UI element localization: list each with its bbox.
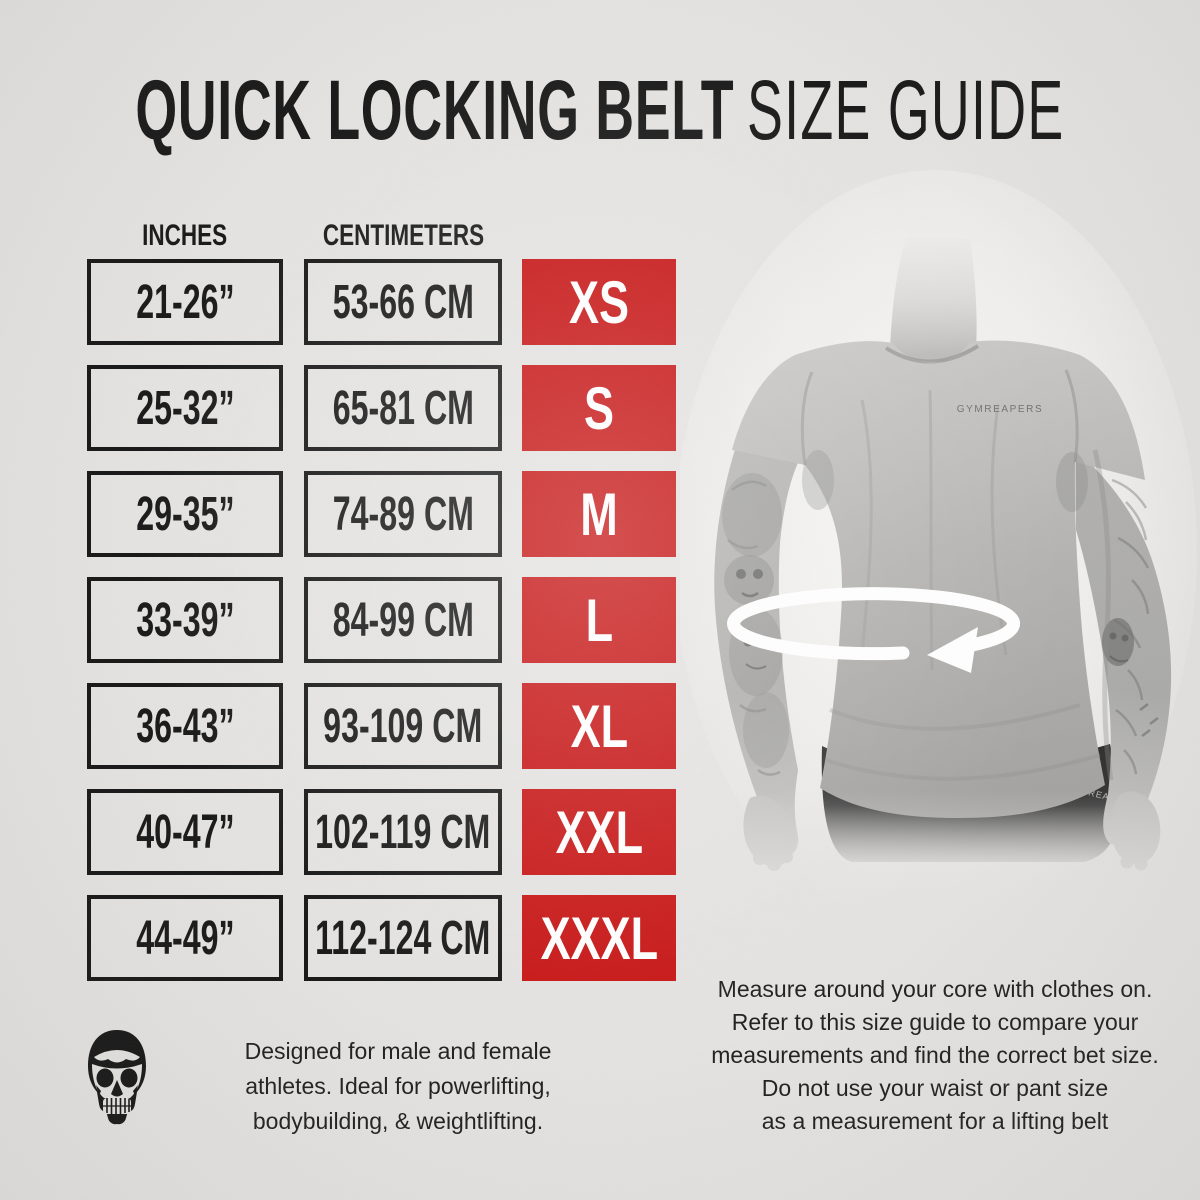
- centimeters-cell: 93-109 CM: [304, 683, 502, 769]
- table-row: 21-26” 53-66 CM XS: [87, 259, 676, 345]
- table-row: 36-43” 93-109 CM XL: [87, 683, 676, 769]
- inches-cell: 36-43”: [87, 683, 283, 769]
- table-row: 29-35” 74-89 CM M: [87, 471, 676, 557]
- inches-cell: 44-49”: [87, 895, 283, 981]
- column-header-centimeters: CENTIMETERS: [322, 219, 484, 252]
- figure-neck: [890, 238, 977, 362]
- centimeters-cell: 84-99 CM: [304, 577, 502, 663]
- figure-bottom-fade: [680, 790, 1200, 970]
- table-row: 44-49” 112-124 CM XXXL: [87, 895, 676, 981]
- centimeters-cell: 74-89 CM: [304, 471, 502, 557]
- inches-cell: 25-32”: [87, 365, 283, 451]
- size-badge: XXL: [522, 789, 676, 875]
- centimeters-cell: 65-81 CM: [304, 365, 502, 451]
- table-row: 25-32” 65-81 CM S: [87, 365, 676, 451]
- size-badge: M: [522, 471, 676, 557]
- page-title-heavy: QUICK LOCKING BELT: [135, 63, 735, 157]
- skull-icon: [88, 1030, 146, 1125]
- size-badge: XS: [522, 259, 676, 345]
- inches-cell: 21-26”: [87, 259, 283, 345]
- size-badge: XXXL: [522, 895, 676, 981]
- torso-figure: GYMREAPERS: [680, 170, 1200, 970]
- table-row: 33-39” 84-99 CM L: [87, 577, 676, 663]
- centimeters-cell: 112-124 CM: [304, 895, 502, 981]
- page-title-light: SIZE GUIDE: [747, 63, 1065, 157]
- inches-cell: 33-39”: [87, 577, 283, 663]
- centimeters-cell: 53-66 CM: [304, 259, 502, 345]
- footer-right-note: Measure around your core with clothes on…: [711, 976, 1159, 1134]
- size-badge: XL: [522, 683, 676, 769]
- inches-cell: 29-35”: [87, 471, 283, 557]
- size-badge: L: [522, 577, 676, 663]
- page-title: QUICK LOCKING BELT SIZE GUIDE: [0, 58, 1200, 162]
- table-row: 40-47” 102-119 CM XXL: [87, 789, 676, 875]
- centimeters-cell: 102-119 CM: [304, 789, 502, 875]
- footer-left-note: Designed for male and female athletes. I…: [244, 1038, 552, 1134]
- size-badge: S: [522, 365, 676, 451]
- column-header-inches: INCHES: [142, 219, 228, 252]
- size-table: 21-26” 53-66 CM XS 25-32” 65-81 CM S 29-…: [87, 259, 676, 981]
- inches-cell: 40-47”: [87, 789, 283, 875]
- chest-logo: GYMREAPERS: [957, 404, 1044, 415]
